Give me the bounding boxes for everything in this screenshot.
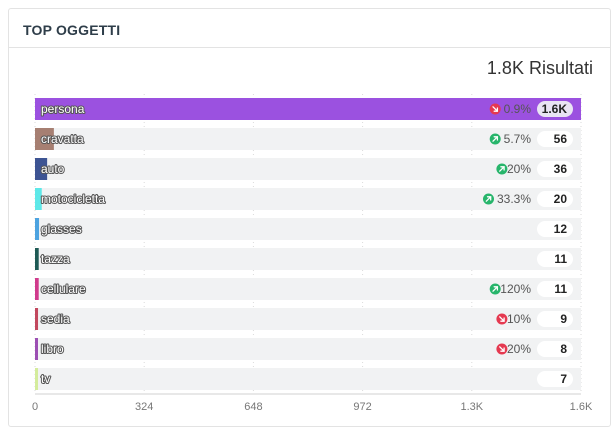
- bar-libro: [35, 338, 38, 360]
- bar-label-motocicletta: motocicletta: [41, 192, 105, 206]
- count-pill: [537, 371, 573, 387]
- bar-track: [35, 188, 581, 210]
- count-value: 12: [554, 222, 568, 236]
- results-summary: 1.8K Risultati: [487, 58, 593, 79]
- count-value: 56: [554, 132, 568, 146]
- change-percent: 0.9%: [504, 102, 532, 116]
- bar-cravatta: [35, 128, 54, 150]
- count-value: 36: [554, 162, 568, 176]
- count-pill: [537, 161, 573, 177]
- trend-up-arrow: [485, 196, 492, 202]
- change-percent: 20%: [507, 342, 531, 356]
- bar-label-cravatta: cravatta: [41, 132, 84, 146]
- bar-track: [35, 248, 581, 270]
- trend-up-arrow: [499, 166, 505, 172]
- x-tick-label: 324: [135, 401, 153, 413]
- results-count: 1.8K: [486, 58, 524, 78]
- x-tick-label: 1.3K: [460, 401, 483, 413]
- x-tick-label: 1.6K: [570, 401, 593, 413]
- count-pill: [537, 101, 573, 117]
- bar-track: [35, 368, 581, 390]
- count-value: 20: [554, 192, 568, 206]
- bar-track: [35, 218, 581, 240]
- trend-up-arrow: [492, 286, 499, 292]
- bar-track: [35, 338, 581, 360]
- bar-track: [35, 158, 581, 180]
- count-value: 7: [560, 372, 567, 386]
- count-pill: [537, 251, 573, 267]
- trend-down-arrow: [499, 316, 505, 322]
- trend-up-arrow: [492, 136, 499, 142]
- bar-track: [35, 278, 581, 300]
- x-tick-label: 648: [244, 401, 262, 413]
- bar-tazza: [35, 248, 39, 270]
- change-percent: 33.3%: [497, 192, 531, 206]
- bar-glasses: [35, 218, 40, 240]
- trend-down-arrow: [499, 346, 505, 352]
- bar-label-sedia: sedia: [41, 312, 70, 326]
- change-percent: 120%: [500, 282, 531, 296]
- bar-label-glasses: glasses: [41, 222, 82, 236]
- bar-track: [35, 128, 581, 150]
- bar-cellulare: [35, 278, 39, 300]
- bar-auto: [35, 158, 48, 180]
- x-tick-label: 972: [353, 401, 371, 413]
- count-pill: [537, 281, 573, 297]
- count-pill: [537, 311, 573, 327]
- panel-title: TOP OGGETTI: [23, 22, 121, 38]
- bar-label-tazza: tazza: [41, 252, 70, 266]
- count-pill: [537, 341, 573, 357]
- count-pill: [537, 191, 573, 207]
- change-percent: 10%: [507, 312, 531, 326]
- x-tick-label: 0: [32, 401, 38, 413]
- bar-label-persona: persona: [41, 102, 85, 116]
- bar-track: [35, 308, 581, 330]
- count-value: 8: [560, 342, 567, 356]
- bar-label-auto: auto: [41, 162, 65, 176]
- change-percent: 5.7%: [504, 132, 532, 146]
- count-value: 11: [554, 282, 567, 296]
- trend-down-arrow: [492, 106, 499, 112]
- bar-persona: [35, 98, 581, 120]
- count-value: 1.6K: [542, 102, 568, 116]
- count-pill: [537, 131, 573, 147]
- panel-header: TOP OGGETTI: [9, 9, 610, 48]
- count-value: 11: [554, 252, 567, 266]
- bar-motocicletta: [35, 188, 42, 210]
- bar-label-tv: tv: [41, 372, 50, 386]
- bar-label-cellulare: cellulare: [41, 282, 86, 296]
- count-pill: [537, 221, 573, 237]
- bar-tv: [35, 368, 38, 390]
- bar-sedia: [35, 308, 39, 330]
- change-percent: 20%: [507, 162, 531, 176]
- bar-label-libro: libro: [41, 342, 64, 356]
- results-label: Risultati: [528, 58, 593, 78]
- count-value: 9: [560, 312, 567, 326]
